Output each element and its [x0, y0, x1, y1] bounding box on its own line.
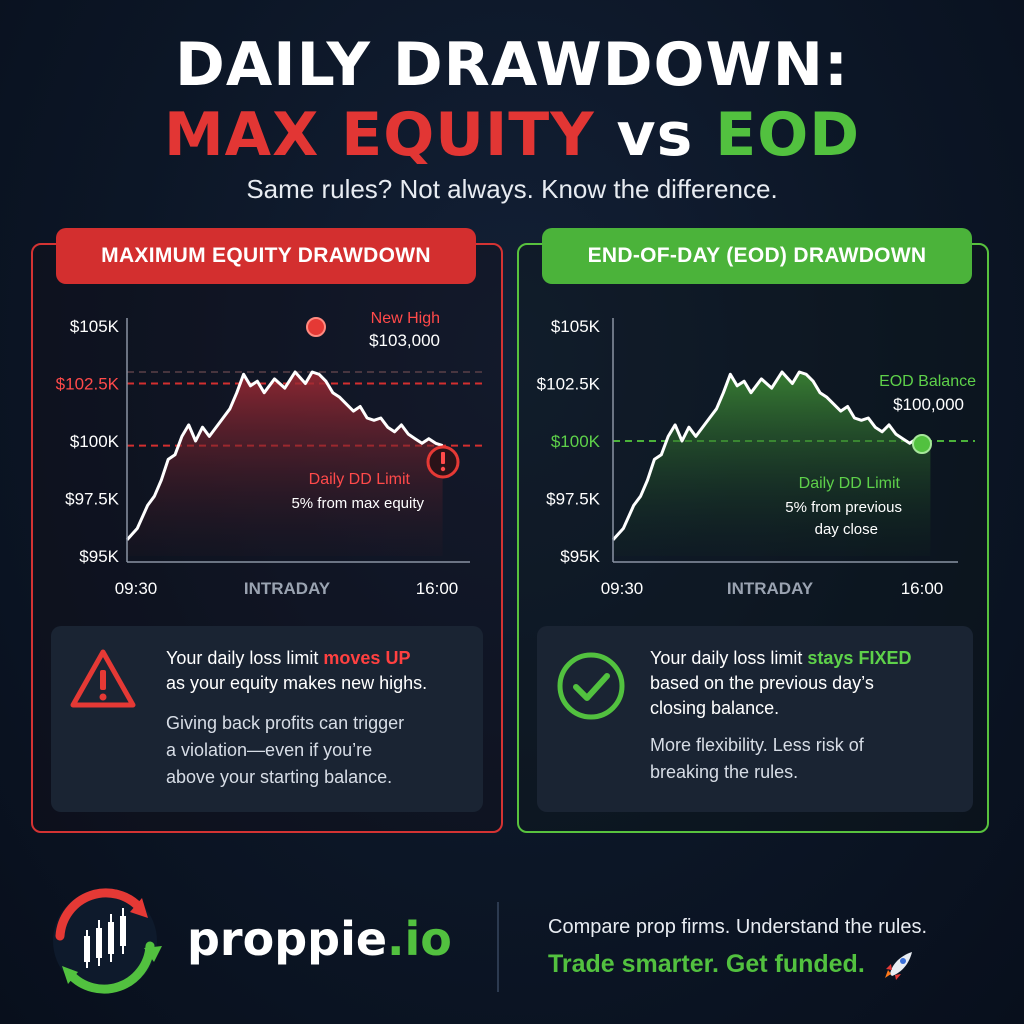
tagline-compare: Compare prop firms. Understand the rules…	[548, 916, 928, 938]
eod-info-sub: More flexibility. Less risk of breaking …	[650, 732, 968, 786]
right-y-tick-label: $105K	[551, 317, 601, 336]
tagline-trade-smarter: Trade smarter. Get funded.	[548, 950, 916, 981]
right-dd-limit-desc2: day close	[815, 521, 878, 538]
check-circle-icon	[557, 652, 625, 720]
left-x-end: 16:00	[416, 579, 459, 598]
max-equity-header: MAXIMUM EQUITY DRAWDOWN	[56, 228, 476, 284]
max-equity-info-box: Your daily loss limit moves UP as your e…	[51, 626, 483, 812]
left-y-tick-label: $105K	[70, 317, 120, 336]
right-info-line2: based on the previous day’s	[650, 673, 874, 693]
title-eod: EOD	[715, 100, 861, 170]
tagline-trade-text: Trade smarter. Get funded.	[548, 950, 865, 978]
right-x-start: 09:30	[601, 579, 644, 598]
proppie-logo	[53, 888, 162, 994]
right-y-tick-label: $97.5K	[546, 490, 601, 509]
right-y-tick-label: $100K	[551, 432, 601, 451]
left-info-sub3: above your starting balance.	[166, 767, 393, 787]
alert-icon	[426, 445, 460, 479]
eod-chart: $105K $102.5K $100K $97.5K $95K 09:30 INTRAD…	[537, 317, 976, 598]
brand-proppie: proppie	[187, 912, 388, 966]
left-y-ticks: $105K $102.5K $100K $97.5K $95K	[56, 317, 120, 566]
right-info-line3: closing balance.	[650, 698, 780, 718]
left-dd-limit-desc: 5% from max equity	[291, 495, 424, 512]
max-equity-chart: $105K $102.5K $100K $97.5K $95K 09:30 INTRAD…	[56, 310, 484, 598]
right-info-line1: Your daily loss limit	[650, 648, 808, 668]
new-high-marker	[306, 317, 326, 337]
right-info-sub2: breaking the rules.	[650, 762, 799, 782]
right-x-mid: INTRADAY	[727, 579, 814, 598]
rocket-icon	[884, 952, 912, 981]
max-equity-info-sub: Giving back profits can trigger a violat…	[166, 710, 476, 791]
left-equity-area	[127, 372, 443, 556]
max-equity-info-main: Your daily loss limit moves UP as your e…	[166, 646, 476, 696]
right-dd-limit-desc1: 5% from previous	[785, 499, 902, 516]
right-y-tick-label: $102.5K	[537, 375, 601, 394]
eod-balance-label: EOD Balance	[879, 373, 976, 390]
left-y-tick-label: $95K	[79, 547, 119, 566]
left-x-start: 09:30	[115, 579, 158, 598]
main-title: DAILY DRAWDOWN:	[175, 30, 849, 100]
eod-info-box: Your daily loss limit stays FIXED based …	[537, 626, 973, 812]
eod-header: END-OF-DAY (EOD) DRAWDOWN	[542, 228, 972, 284]
new-high-value: $103,000	[369, 331, 440, 350]
left-info-sub1: Giving back profits can trigger	[166, 713, 405, 733]
right-equity-area	[613, 372, 931, 556]
eod-balance-value: $100,000	[893, 395, 964, 414]
right-info-highlight: stays FIXED	[807, 648, 912, 668]
left-y-tick-label: $100K	[70, 432, 120, 451]
right-equity-line	[611, 370, 931, 541]
main-title-line2: MAX EQUITY vs EOD	[0, 100, 1024, 170]
right-y-tick-label: $95K	[560, 547, 600, 566]
subtitle: Same rules? Not always. Know the differe…	[246, 174, 778, 204]
left-equity-line	[125, 370, 444, 541]
right-x-end: 16:00	[901, 579, 944, 598]
warning-triangle-icon	[70, 649, 136, 708]
left-info-line2: as your equity makes new highs.	[166, 673, 428, 693]
left-x-mid: INTRADAY	[244, 579, 331, 598]
left-info-line1: Your daily loss limit	[166, 648, 324, 668]
brand-tld: .io	[387, 912, 452, 966]
new-high-label: New High	[371, 310, 440, 327]
eod-balance-marker	[912, 434, 932, 454]
title-max-equity: MAX EQUITY	[163, 100, 595, 170]
right-info-sub1: More flexibility. Less risk of	[650, 735, 864, 755]
eod-info-main: Your daily loss limit stays FIXED based …	[650, 646, 968, 721]
left-y-tick-label: $102.5K	[56, 375, 120, 394]
footer-divider	[497, 902, 499, 992]
right-y-ticks: $105K $102.5K $100K $97.5K $95K	[537, 317, 601, 566]
left-info-highlight: moves UP	[323, 648, 411, 668]
left-dd-limit-label: Daily DD Limit	[309, 471, 411, 488]
title-vs: vs	[594, 100, 716, 170]
brand-name: proppie.io	[187, 912, 452, 966]
left-info-sub2: a violation—even if you’re	[166, 740, 373, 760]
left-y-tick-label: $97.5K	[65, 490, 120, 509]
right-dd-limit-label: Daily DD Limit	[799, 475, 901, 492]
